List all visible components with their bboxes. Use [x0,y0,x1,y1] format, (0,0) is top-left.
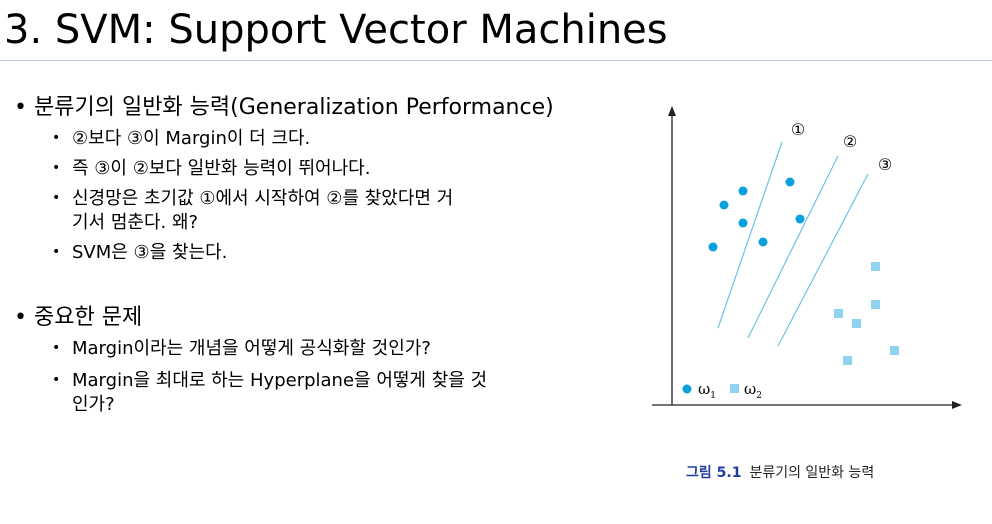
bullet-generalization: • 분류기의 일반화 능력(Generalization Performance) [14,94,554,122]
class2-point [871,262,880,271]
line-label-1: ① [791,120,805,139]
sub-bullet: • 신경망은 초기값 ①에서 시작하여 ②를 찾았다면 거 기서 멈춘다. 왜? [52,188,454,233]
x-axis-arrow [952,401,962,409]
class1-point [795,214,805,224]
class1-point [785,177,795,187]
class2-points [834,262,899,365]
sub-bullet: • Margin을 최대로 하는 Hyperplane을 어떻게 찾을 것 인가? [52,370,488,415]
class1-point [758,237,768,247]
hyperplane-1 [717,141,783,329]
bullet-dot: • [14,305,27,330]
legend-class2-marker [730,384,739,393]
class2-point [890,346,899,355]
bullet-dot: • [14,95,27,120]
y-axis-arrow [668,106,676,116]
line-label-3: ③ [878,155,892,174]
class1-point [738,186,748,196]
figure-caption: 그림 5.1 분류기의 일반화 능력 [686,462,874,482]
hyperplane-3 [777,173,869,347]
caption-label: 그림 5.1 [686,465,742,481]
caption-text: 분류기의 일반화 능력 [749,465,875,481]
sub-bullet: • Margin이라는 개념을 어떻게 공식화할 것인가? [52,338,431,359]
legend-class1-marker [682,384,692,394]
class2-point [871,300,880,309]
title-underline [0,60,992,61]
class2-point [852,319,861,328]
sub-bullet: • SVM은 ③을 찾는다. [52,242,228,263]
bullet-important-problem: • 중요한 문제 [14,304,142,332]
svm-figure: ① ② ③ ω1 ω2 [652,106,962,409]
class2-point [843,356,852,365]
class1-point [738,218,748,228]
class1-points [708,177,805,252]
bullet-heading: 중요한 문제 [34,305,143,330]
sub-bullet: • ②보다 ③이 Margin이 더 크다. [52,128,311,149]
class2-point [834,309,843,318]
line-label-2: ② [843,132,857,151]
legend: ω1 ω2 [682,380,762,401]
class1-point [719,200,729,210]
legend-class1-label: ω1 [698,380,716,401]
hyperplane-2 [747,155,839,339]
bullet-heading: 분류기의 일반화 능력(Generalization Performance) [34,95,554,120]
class1-point [708,242,718,252]
slide-title: 3. SVM: Support Vector Machines [4,7,668,53]
sub-bullet: • 즉 ③이 ②보다 일반화 능력이 뛰어나다. [52,158,371,179]
legend-class2-label: ω2 [744,380,762,401]
